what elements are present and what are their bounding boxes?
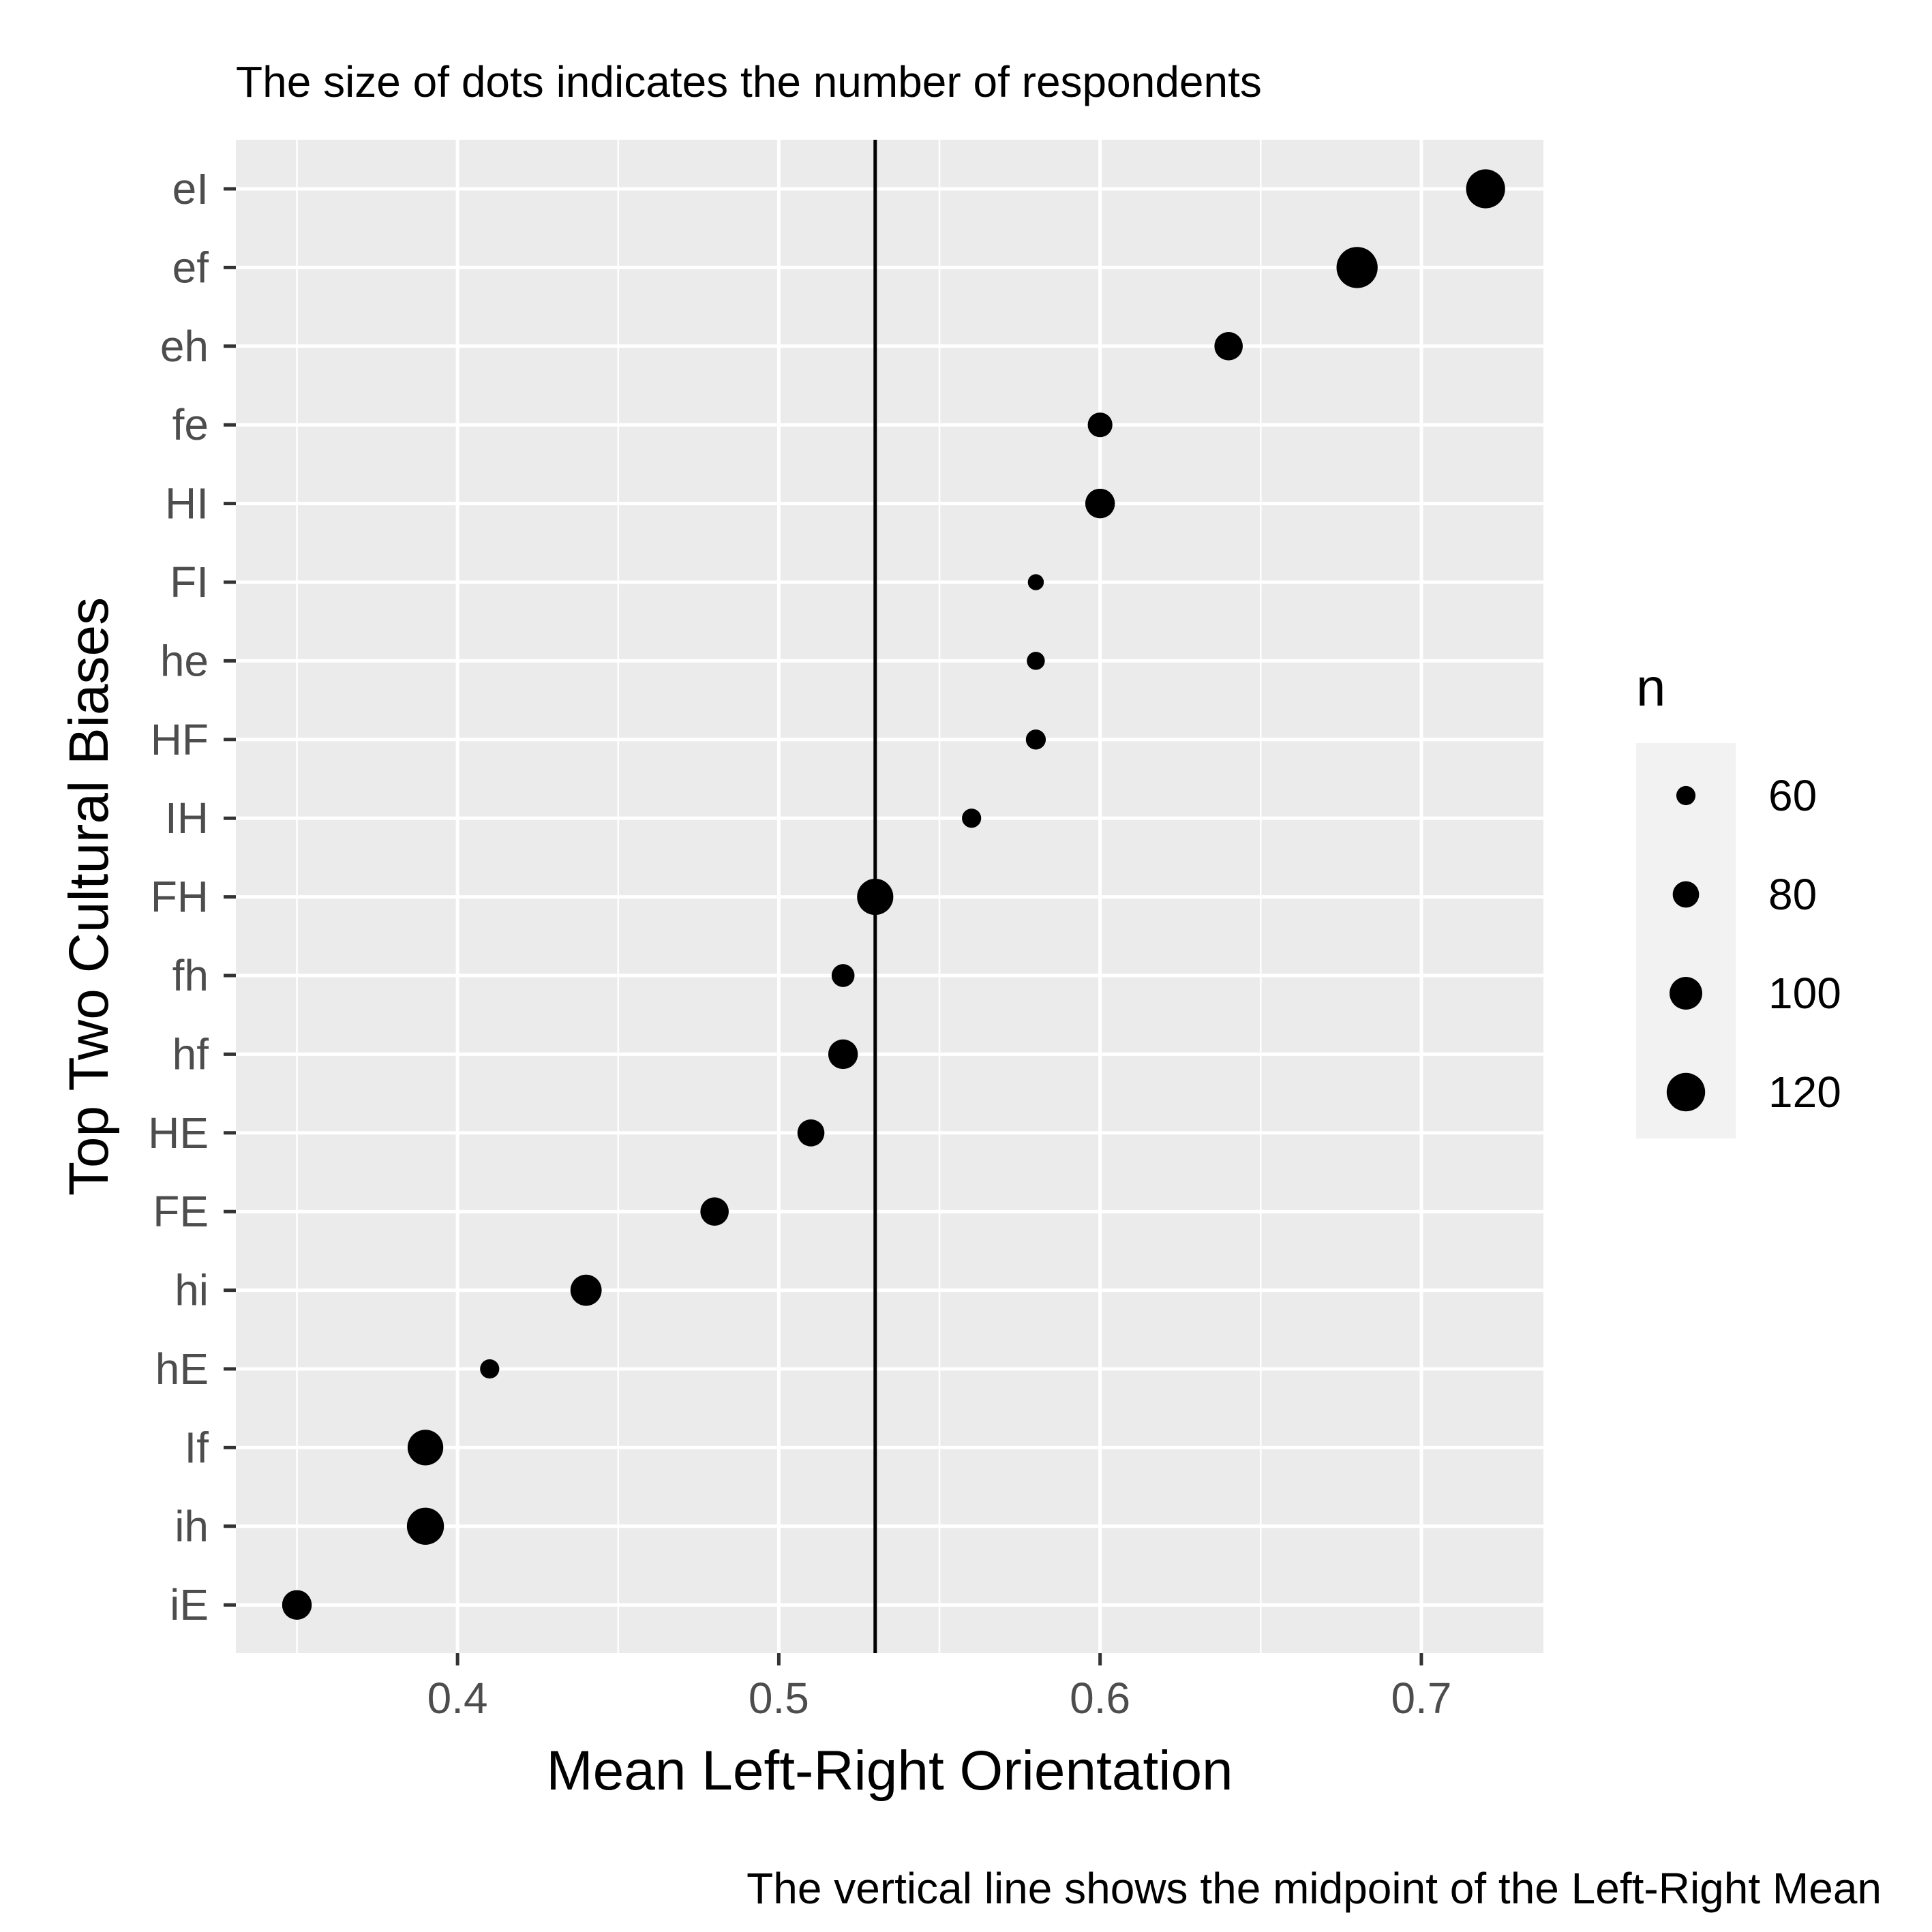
y-tick-label-fh: fh	[172, 951, 209, 1000]
y-tick-label-eh: eh	[160, 322, 209, 371]
y-axis: eI ef eh fe HI FI he HF IH FH fh hf HE FE hi hE If ih iE	[148, 164, 236, 1629]
y-tick-label-fe: fe	[172, 400, 209, 449]
legend-label-80: 80	[1768, 870, 1817, 919]
point-ef	[1336, 247, 1378, 288]
legend-label-100: 100	[1768, 969, 1841, 1018]
legend-key-100	[1670, 977, 1702, 1010]
x-axis: 0.4 0.5 0.6 0.7	[427, 1653, 1451, 1723]
x-tick-label: 0.7	[1391, 1674, 1451, 1723]
chart-subtitle: The size of dots indicates the number of…	[236, 57, 1262, 106]
point-If	[407, 1430, 444, 1466]
point-hE	[480, 1359, 500, 1379]
y-tick-label-HF: HF	[151, 715, 209, 764]
legend-key-80	[1672, 881, 1700, 908]
y-tick-label-eI: eI	[172, 164, 209, 213]
point-FE	[700, 1197, 729, 1226]
y-tick-label-ih: ih	[175, 1502, 209, 1551]
point-he	[1027, 652, 1045, 670]
point-FH	[857, 879, 894, 916]
x-axis-title: Mean Left-Right Orientation	[546, 1740, 1233, 1802]
y-tick-label-FE: FE	[153, 1187, 209, 1236]
point-HI	[1085, 488, 1115, 519]
size-legend: n 60 80 100 120	[1636, 657, 1841, 1138]
legend-label-60: 60	[1768, 771, 1817, 820]
point-eh	[1214, 331, 1243, 361]
legend-key-background	[1636, 743, 1736, 1138]
point-fe	[1087, 412, 1113, 438]
point-FI	[1027, 574, 1044, 590]
x-tick-label: 0.6	[1070, 1674, 1130, 1723]
point-HE	[797, 1119, 825, 1147]
y-tick-label-hE: hE	[155, 1344, 209, 1393]
y-tick-label-IH: IH	[165, 794, 209, 843]
y-tick-label-HE: HE	[148, 1108, 209, 1158]
point-HF	[1025, 729, 1046, 750]
point-hi	[570, 1274, 602, 1306]
y-tick-label-HI: HI	[165, 479, 209, 528]
y-tick-label-he: he	[160, 636, 209, 685]
y-axis-title: Top Two Cultural Biases	[58, 597, 120, 1196]
y-tick-label-hf: hf	[172, 1029, 209, 1078]
grid-lines	[236, 140, 1543, 1653]
legend-title: n	[1636, 657, 1665, 717]
x-tick-label: 0.4	[427, 1674, 488, 1723]
point-IH	[962, 809, 982, 828]
legend-key-120	[1666, 1072, 1706, 1112]
point-hf	[828, 1039, 858, 1070]
legend-key-60	[1676, 785, 1696, 806]
x-tick-label: 0.5	[749, 1674, 809, 1723]
y-tick-label-hi: hi	[175, 1266, 209, 1315]
point-fh	[831, 964, 855, 987]
legend-label-120: 120	[1768, 1068, 1841, 1117]
chart-caption: The vertical line shows the midpoint of …	[746, 1864, 1882, 1913]
point-ih	[406, 1507, 444, 1545]
y-tick-label-FH: FH	[151, 873, 209, 922]
point-eI	[1466, 169, 1505, 209]
point-iE	[282, 1590, 312, 1620]
y-tick-label-If: If	[184, 1423, 209, 1472]
y-tick-label-iE: iE	[170, 1580, 209, 1629]
y-tick-label-ef: ef	[172, 243, 209, 292]
data-points	[282, 169, 1505, 1620]
y-tick-label-FI: FI	[170, 558, 209, 607]
